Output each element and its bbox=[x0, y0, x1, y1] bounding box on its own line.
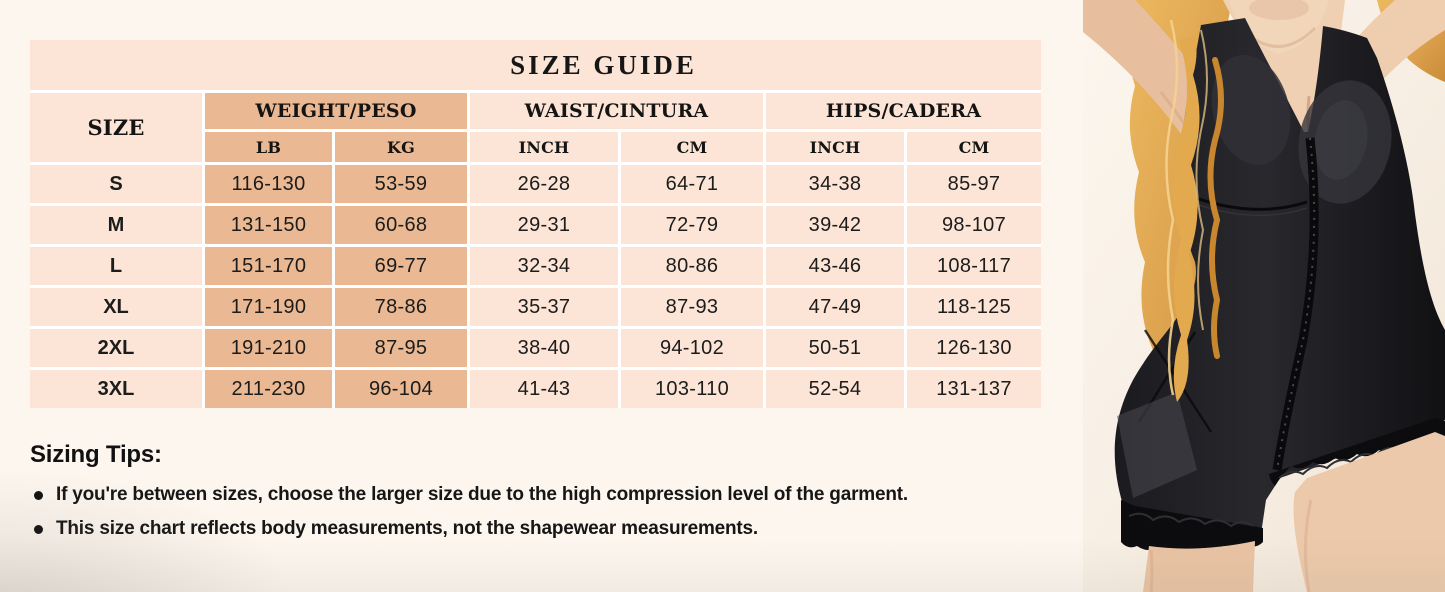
column-header-hips-inch: INCH bbox=[766, 132, 904, 162]
measurement-cell: 211-230 bbox=[205, 370, 332, 408]
lace-trim-icon bbox=[1121, 418, 1445, 553]
measurement-cell: 64-71 bbox=[621, 165, 763, 203]
measurement-cell: 52-54 bbox=[766, 370, 904, 408]
measurement-cell: 41-43 bbox=[470, 370, 618, 408]
mesh-panel bbox=[1117, 392, 1197, 498]
page-title: SIZE GUIDE bbox=[510, 49, 697, 80]
column-header-weight: WEIGHT/PESO bbox=[205, 93, 467, 129]
measurement-cell: 171-190 bbox=[205, 288, 332, 326]
measurement-cell: 29-31 bbox=[470, 206, 618, 244]
measurement-cell: 94-102 bbox=[621, 329, 763, 367]
measurement-cell: 47-49 bbox=[766, 288, 904, 326]
measurement-cell: 108-117 bbox=[907, 247, 1041, 285]
measurement-cell: 60-68 bbox=[335, 206, 467, 244]
measurement-cell: 87-95 bbox=[335, 329, 467, 367]
sizing-tips-list: If you're between sizes, choose the larg… bbox=[30, 484, 908, 540]
size-label-cell: S bbox=[30, 165, 202, 203]
measurement-cell: 53-59 bbox=[335, 165, 467, 203]
model-photo bbox=[1083, 0, 1445, 592]
measurement-cell: 69-77 bbox=[335, 247, 467, 285]
sizing-tip-text: If you're between sizes, choose the larg… bbox=[56, 484, 908, 505]
measurement-cell: 126-130 bbox=[907, 329, 1041, 367]
hair-front-icon bbox=[1165, 19, 1224, 402]
measurement-cell: 191-210 bbox=[205, 329, 332, 367]
size-label-cell: 2XL bbox=[30, 329, 202, 367]
column-header-lb: LB bbox=[205, 132, 332, 162]
measurement-cell: 26-28 bbox=[470, 165, 618, 203]
measurement-cell: 32-34 bbox=[470, 247, 618, 285]
measurement-cell: 98-107 bbox=[907, 206, 1041, 244]
column-header-hips: HIPS/CADERA bbox=[766, 93, 1041, 129]
measurement-cell: 87-93 bbox=[621, 288, 763, 326]
measurement-cell: 96-104 bbox=[335, 370, 467, 408]
measurement-cell: 50-51 bbox=[766, 329, 904, 367]
sizing-tips-heading: Sizing Tips: bbox=[30, 441, 162, 468]
measurement-cell: 80-86 bbox=[621, 247, 763, 285]
bullet-icon bbox=[34, 490, 43, 500]
sizing-tip-item: If you're between sizes, choose the larg… bbox=[30, 484, 908, 506]
size-label-cell: 3XL bbox=[30, 370, 202, 408]
measurement-cell: 118-125 bbox=[907, 288, 1041, 326]
measurement-cell: 38-40 bbox=[470, 329, 618, 367]
measurement-cell: 35-37 bbox=[470, 288, 618, 326]
size-label-cell: M bbox=[30, 206, 202, 244]
size-label-cell: L bbox=[30, 247, 202, 285]
measurement-cell: 131-150 bbox=[205, 206, 332, 244]
sizing-tip-item: This size chart reflects body measuremen… bbox=[30, 518, 908, 540]
hook-closure bbox=[1272, 137, 1319, 471]
column-header-waist-inch: INCH bbox=[470, 132, 618, 162]
measurement-cell: 39-42 bbox=[766, 206, 904, 244]
measurement-cell: 34-38 bbox=[766, 165, 904, 203]
sizing-tip-text: This size chart reflects body measuremen… bbox=[56, 518, 758, 539]
sizing-tips-section: Sizing Tips: If you're between sizes, ch… bbox=[30, 441, 908, 552]
measurement-cell: 151-170 bbox=[205, 247, 332, 285]
measurement-cell: 116-130 bbox=[205, 165, 332, 203]
size-label-cell: XL bbox=[30, 288, 202, 326]
measurement-cell: 78-86 bbox=[335, 288, 467, 326]
size-table: SIZE GUIDE SIZE WEIGHT/PESO WAIST/CINTUR… bbox=[30, 40, 1041, 408]
table-title-row: SIZE GUIDE bbox=[30, 40, 1041, 90]
measurement-cell: 43-46 bbox=[766, 247, 904, 285]
measurement-cell: 131-137 bbox=[907, 370, 1041, 408]
measurement-cell: 103-110 bbox=[621, 370, 763, 408]
column-header-kg: KG bbox=[335, 132, 467, 162]
column-header-size: SIZE bbox=[30, 93, 202, 162]
measurement-cell: 85-97 bbox=[907, 165, 1041, 203]
column-header-waist: WAIST/CINTURA bbox=[470, 93, 763, 129]
bullet-icon bbox=[34, 524, 43, 534]
measurement-cell: 72-79 bbox=[621, 206, 763, 244]
column-header-hips-cm: CM bbox=[907, 132, 1041, 162]
legs bbox=[1143, 432, 1445, 592]
column-header-waist-cm: CM bbox=[621, 132, 763, 162]
